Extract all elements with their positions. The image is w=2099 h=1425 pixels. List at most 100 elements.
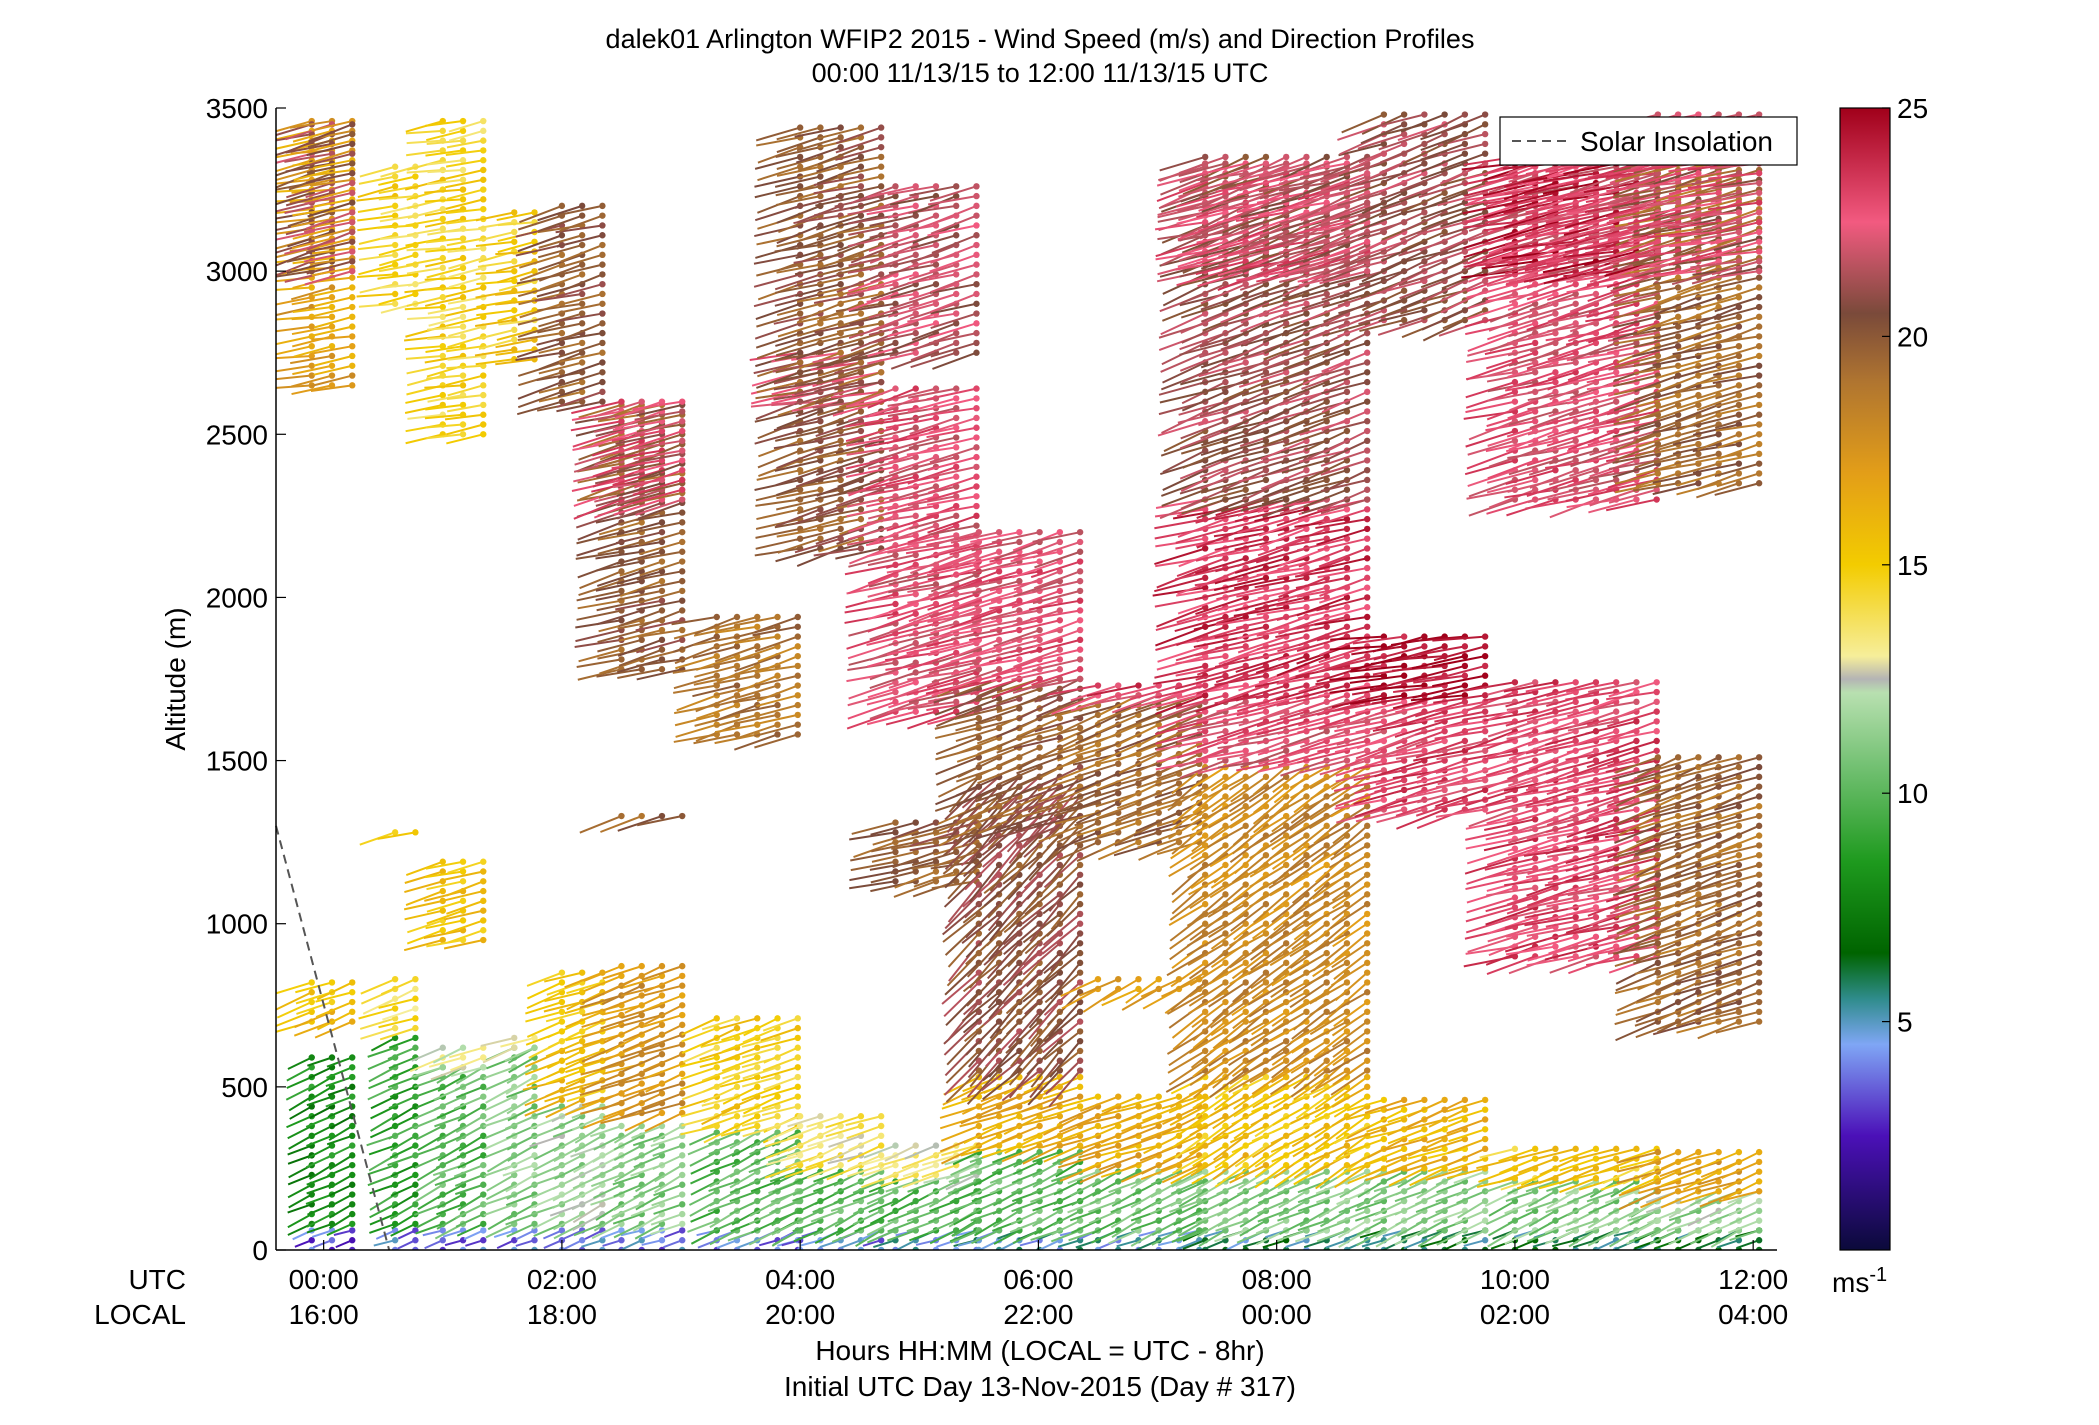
wind-barb-shaft — [425, 120, 464, 127]
wind-barb-shaft — [553, 1134, 583, 1153]
wind-barb-point — [558, 1096, 566, 1104]
wind-barb-point — [412, 1015, 419, 1022]
wind-barb-point — [439, 907, 446, 914]
wind-barb-shaft — [287, 1154, 313, 1165]
wind-barb-shaft — [404, 178, 444, 191]
wind-barb-point — [1076, 607, 1084, 614]
wind-barb-shaft — [326, 1134, 353, 1146]
wind-barb-shaft — [522, 1079, 563, 1091]
wind-barb-shaft — [406, 139, 443, 145]
wind-barb-shaft — [453, 1164, 484, 1178]
wind-barb-shaft — [276, 1001, 313, 1019]
wind-barb-shaft — [311, 266, 353, 277]
wind-barb-point — [439, 362, 446, 369]
wind-barb-shaft — [406, 266, 443, 275]
wind-barb-shaft — [450, 1066, 484, 1077]
wind-barb-point — [349, 160, 356, 167]
wind-barb-point — [480, 1181, 487, 1188]
wind-barb-shaft — [425, 247, 464, 253]
wind-barb-shaft — [307, 1144, 333, 1159]
wind-barb-shaft — [285, 191, 333, 207]
wind-barb-shaft — [497, 309, 535, 322]
wind-barb-point — [794, 692, 801, 699]
wind-barb-point — [349, 979, 356, 986]
wind-barb-point — [1115, 682, 1122, 689]
wind-barb-point — [638, 812, 645, 820]
wind-barb-shaft — [391, 1105, 416, 1122]
wind-barb-shaft — [446, 364, 484, 370]
wind-barb-shaft — [498, 319, 535, 326]
wind-barb-point — [794, 662, 801, 670]
wind-barb-shaft — [369, 1222, 396, 1234]
wind-barb-point — [973, 434, 980, 441]
wind-barb-shaft — [358, 175, 396, 185]
wind-barb-shaft — [291, 325, 333, 336]
wind-barb-point — [953, 385, 960, 392]
wind-barb-point — [953, 434, 960, 441]
wind-barb-shaft — [276, 152, 312, 164]
wind-barb-point — [459, 897, 467, 905]
wind-barb-shaft — [378, 175, 416, 186]
wind-barb-shaft — [294, 1010, 333, 1029]
wind-barb-shaft — [307, 1125, 333, 1139]
wind-barb-point — [1036, 558, 1043, 565]
wind-barb-point — [857, 359, 865, 366]
wind-barb-shaft — [307, 133, 353, 149]
wind-barb-point — [308, 1246, 315, 1250]
wind-barb-shaft — [519, 263, 563, 282]
wind-barb-shaft — [276, 188, 312, 193]
wind-barb-point — [578, 212, 586, 219]
wind-barb-point — [578, 232, 586, 239]
wind-barb-shaft — [295, 981, 333, 994]
wind-barb-point — [679, 1220, 686, 1228]
wind-barb-shaft — [474, 348, 515, 357]
wind-barb-shaft — [502, 1164, 535, 1177]
wind-barb-point — [679, 1099, 686, 1107]
wind-barb-point — [953, 473, 960, 480]
wind-barb-point — [857, 163, 865, 170]
wind-barb-point — [892, 551, 899, 559]
wind-barb-shaft — [292, 227, 333, 240]
wind-barb-point — [349, 170, 356, 177]
wind-barb-shaft — [426, 880, 464, 891]
wind-barb-point — [892, 183, 899, 190]
wind-barb-shaft — [388, 1095, 416, 1110]
wind-barb-shaft — [483, 1203, 515, 1217]
wind-barb-point — [973, 212, 980, 219]
wind-barb-shaft — [453, 1095, 484, 1111]
wind-barb-point — [349, 1227, 356, 1234]
wind-barb-point — [439, 927, 446, 934]
wind-barb-shaft — [378, 244, 416, 257]
wind-barb-point — [794, 652, 801, 660]
wind-barb-shaft — [454, 1183, 484, 1196]
wind-barb-point — [480, 431, 487, 438]
wind-barb-point — [1076, 528, 1084, 536]
wind-barb-shaft — [312, 169, 353, 177]
wind-barb-shaft — [475, 358, 515, 366]
wind-barb-shaft — [313, 315, 353, 329]
wind-barb-point — [973, 473, 980, 480]
wind-barb-point — [328, 342, 336, 350]
wind-barb-shaft — [276, 354, 312, 360]
wind-barb-shaft — [356, 195, 396, 202]
wind-barb-shaft — [517, 312, 563, 326]
wind-barb-point — [578, 1246, 586, 1250]
wind-barb-point — [733, 1024, 741, 1032]
wind-barb-shaft — [526, 971, 563, 987]
wind-barb-shaft — [530, 1193, 563, 1209]
wind-barb-point — [679, 418, 686, 425]
wind-barb-point — [439, 1237, 446, 1244]
wind-barb-point — [679, 812, 686, 820]
wind-barb-shaft — [448, 120, 484, 133]
wind-barb-shaft — [407, 227, 443, 237]
wind-barb-shaft — [444, 909, 484, 921]
wind-barb-point — [932, 1161, 940, 1169]
wind-barb-point — [837, 1113, 844, 1120]
wind-barb-point — [349, 352, 356, 360]
wind-barb-point — [912, 1142, 919, 1149]
wind-barb-point — [599, 378, 606, 386]
wind-barb-point — [877, 378, 885, 386]
wind-barb-shaft — [933, 1249, 936, 1250]
wind-barb-point — [679, 548, 686, 555]
wind-barb-shaft — [286, 1066, 313, 1082]
